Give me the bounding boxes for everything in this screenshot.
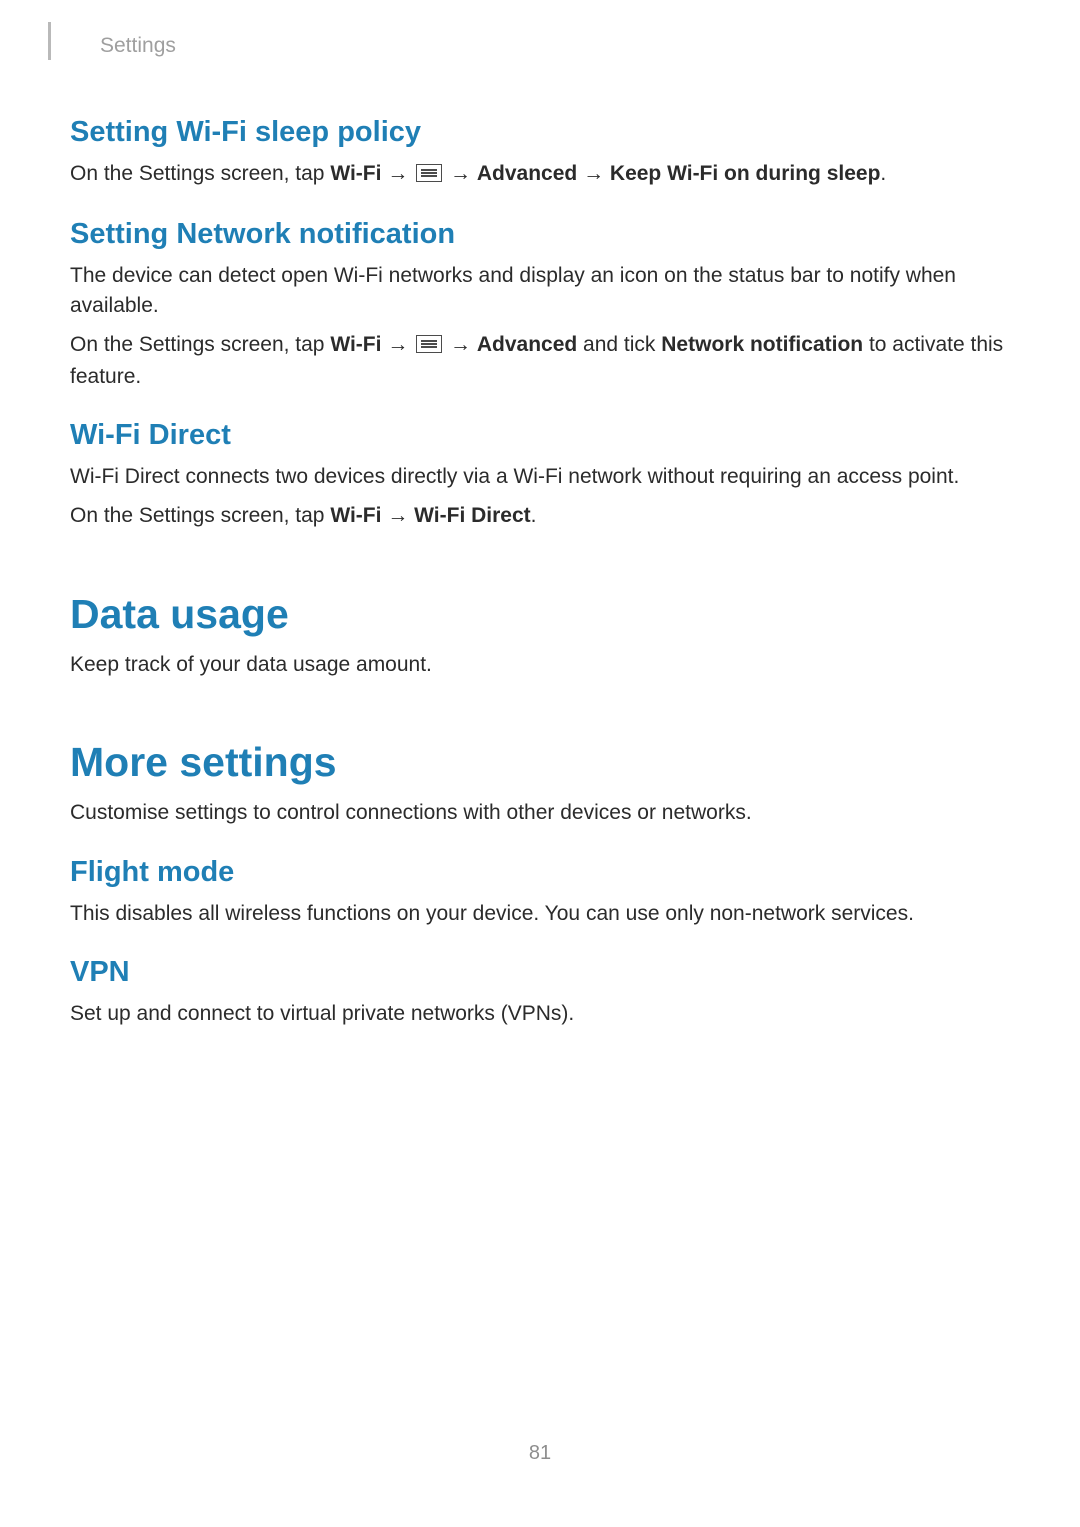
menu-icon (416, 161, 442, 190)
paragraph: Set up and connect to virtual private ne… (70, 999, 1010, 1028)
text: and tick (577, 333, 661, 356)
text-bold: Wi-Fi (330, 504, 381, 527)
section-heading-vpn: VPN (70, 956, 1010, 989)
arrow-icon: → (450, 333, 471, 356)
paragraph: On the Settings screen, tap Wi-Fi → Wi-F… (70, 501, 1010, 530)
arrow-icon: → (387, 162, 408, 185)
section-heading-data-usage: Data usage (70, 591, 1010, 638)
section-heading-sleep-policy: Setting Wi-Fi sleep policy (70, 116, 1010, 149)
manual-page: Settings Setting Wi-Fi sleep policy On t… (0, 0, 1080, 1527)
section-heading-wifi-direct: Wi-Fi Direct (70, 419, 1010, 452)
paragraph: Customise settings to control connection… (70, 798, 1010, 827)
section-heading-network-notification: Setting Network notification (70, 218, 1010, 251)
paragraph: Keep track of your data usage amount. (70, 650, 1010, 679)
text: . (880, 162, 886, 185)
text-bold: Wi-Fi (330, 333, 381, 356)
header-rule (48, 22, 51, 60)
paragraph: On the Settings screen, tap Wi-Fi → → Ad… (70, 330, 1010, 391)
menu-icon (416, 332, 442, 361)
text: On the Settings screen, tap (70, 162, 330, 185)
text: On the Settings screen, tap (70, 333, 330, 356)
paragraph: This disables all wireless functions on … (70, 899, 1010, 928)
section-heading-flight-mode: Flight mode (70, 856, 1010, 889)
paragraph: On the Settings screen, tap Wi-Fi → → Ad… (70, 159, 1010, 190)
text-bold: Wi-Fi Direct (414, 504, 530, 527)
text-bold: Wi-Fi (330, 162, 381, 185)
text: . (531, 504, 537, 527)
arrow-icon: → (583, 162, 604, 185)
breadcrumb: Settings (100, 34, 1010, 58)
text-bold: Keep Wi-Fi on during sleep (610, 162, 881, 185)
arrow-icon: → (450, 162, 471, 185)
paragraph: Wi-Fi Direct connects two devices direct… (70, 462, 1010, 491)
text: On the Settings screen, tap (70, 504, 330, 527)
page-number: 81 (0, 1442, 1080, 1465)
page-content: Setting Wi-Fi sleep policy On the Settin… (70, 116, 1010, 1028)
arrow-icon: → (387, 333, 408, 356)
section-heading-more-settings: More settings (70, 739, 1010, 786)
text-bold: Network notification (661, 333, 863, 356)
paragraph: The device can detect open Wi-Fi network… (70, 261, 1010, 320)
text-bold: Advanced (477, 333, 577, 356)
arrow-icon: → (387, 504, 408, 527)
text-bold: Advanced (477, 162, 577, 185)
